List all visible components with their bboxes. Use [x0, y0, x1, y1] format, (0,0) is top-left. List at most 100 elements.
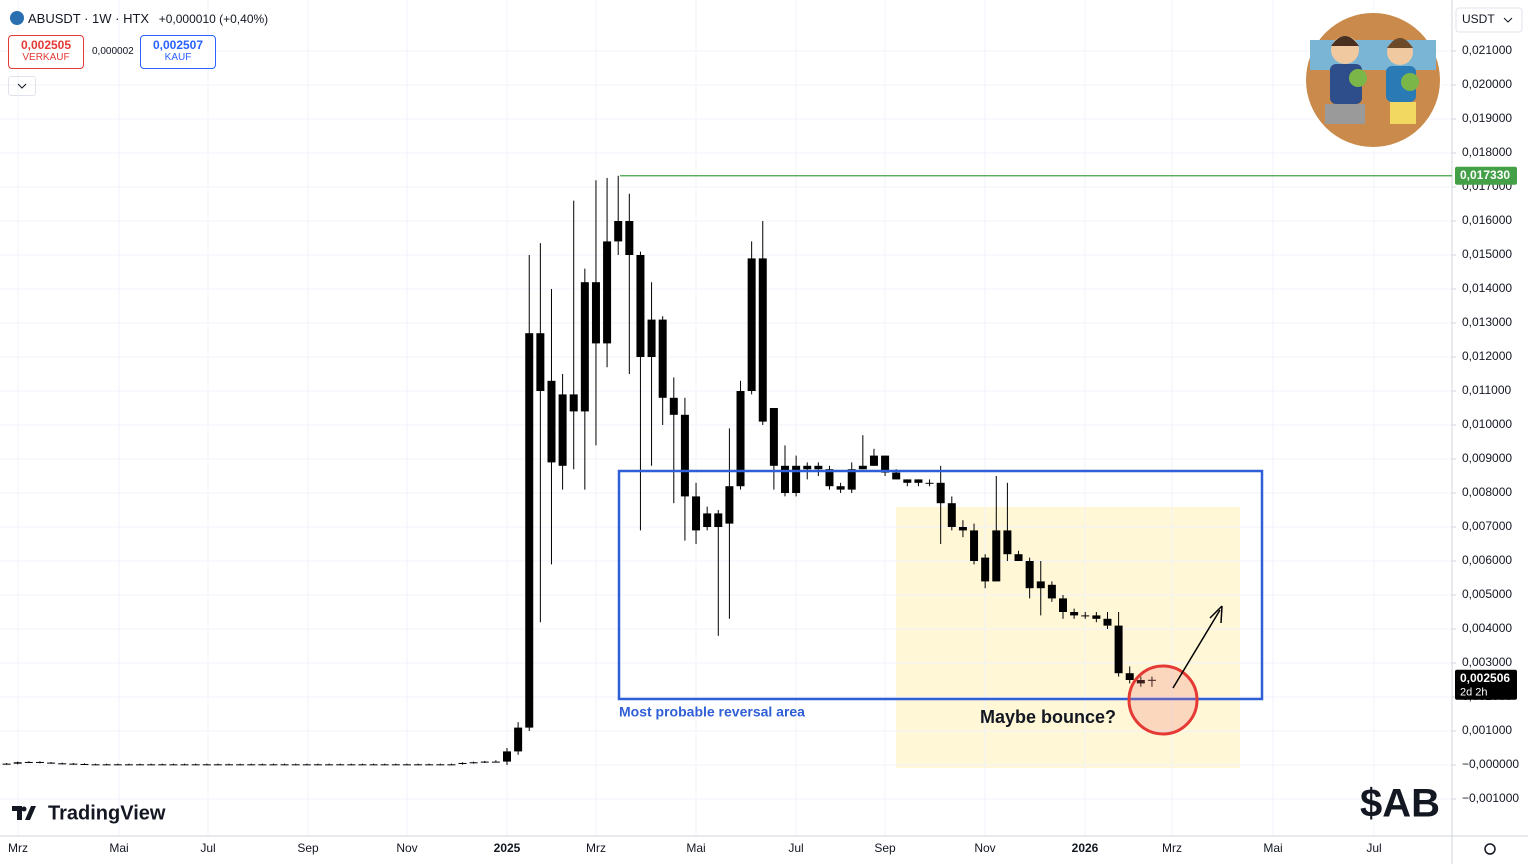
candle-body — [258, 764, 267, 766]
candle-body — [80, 763, 89, 765]
candle-body — [113, 764, 122, 766]
reversal-box — [617, 469, 1264, 701]
candle-body — [781, 465, 789, 494]
candle-body — [569, 394, 578, 412]
candle-body — [514, 727, 523, 752]
candle-body — [336, 764, 345, 766]
chevron — [17, 83, 27, 89]
candle-body — [858, 465, 867, 470]
candle-body — [35, 761, 44, 763]
candle-body — [124, 764, 133, 766]
x-tick-label: 2026 — [1072, 841, 1099, 855]
collapse-button[interactable] — [8, 76, 36, 96]
candle-body — [1136, 680, 1145, 684]
candle-body — [903, 479, 912, 483]
candle-body — [280, 764, 289, 766]
candle-body — [247, 764, 256, 766]
ticker: $AB — [1360, 782, 1440, 826]
candle-body — [169, 764, 178, 766]
candle-body — [1036, 581, 1045, 589]
candle-body — [369, 764, 378, 766]
candle-body — [792, 465, 801, 494]
candle-body — [491, 761, 500, 763]
dropdown-icon — [1503, 17, 1513, 23]
y-tick-label: 0,013000 — [1462, 315, 1512, 329]
candle-body — [881, 455, 890, 473]
y-tick-label: −0,000000 — [1462, 757, 1519, 771]
y-tick-label: 0,006000 — [1462, 553, 1512, 567]
candle-body — [480, 761, 489, 763]
y-tick-label: 0,018000 — [1462, 145, 1512, 159]
candle-body — [680, 414, 689, 497]
candle-body — [1081, 615, 1090, 617]
x-tick-label: Mai — [686, 841, 705, 855]
candle-body — [558, 394, 567, 466]
candle-body — [992, 530, 1001, 582]
logo — [12, 806, 36, 820]
candle-body — [814, 465, 823, 470]
currency: USDT — [1462, 12, 1495, 26]
candle-body — [358, 764, 367, 766]
candle-body — [692, 496, 701, 531]
x-tick-label: Mrz — [586, 841, 606, 855]
y-tick-label: 0,012000 — [1462, 349, 1512, 363]
sell-button[interactable]: 0,002505 VERKAUF — [8, 35, 84, 69]
x-tick-label: Mrz — [8, 841, 28, 855]
candle-body — [1003, 530, 1012, 555]
x-tick-label: Sep — [297, 841, 319, 855]
x-tick-label: Jul — [1366, 841, 1381, 855]
candle-body — [91, 764, 100, 766]
arrow — [1172, 609, 1221, 689]
y-tick-label: 0,010000 — [1462, 417, 1512, 431]
candle-body — [758, 258, 767, 422]
buy-price: 0,002507 — [152, 38, 204, 52]
y-tick-label: 0,019000 — [1462, 111, 1512, 125]
candle-body — [714, 513, 723, 528]
candle-body — [736, 391, 745, 487]
candle-body — [914, 479, 923, 483]
symbol-icon — [10, 11, 24, 25]
candle-body — [625, 221, 634, 256]
x-tick-label: 2025 — [494, 841, 521, 855]
sell-price: 0,002505 — [20, 38, 72, 52]
last-price-badge — [1455, 669, 1517, 700]
settings-icon[interactable] — [1484, 843, 1496, 855]
candles — [2, 175, 1156, 766]
box-label: Most probable reversal area — [619, 704, 805, 720]
candle-body — [847, 469, 856, 490]
spread: 0,000002 — [92, 46, 134, 57]
candle-body — [658, 319, 667, 398]
candle-body — [147, 764, 156, 766]
y-tick-label: 0,021000 — [1462, 43, 1512, 57]
x-tick-label: Sep — [874, 841, 896, 855]
candle-body — [391, 764, 400, 766]
candle-body — [58, 763, 67, 765]
candle-body — [469, 762, 478, 764]
y-tick-label: 0,016000 — [1462, 213, 1512, 227]
candle-body — [958, 527, 967, 531]
candle-body — [703, 513, 712, 528]
x-tick-label: Jul — [788, 841, 803, 855]
candle-body — [414, 764, 423, 766]
candle-body — [547, 380, 556, 463]
candle-body — [580, 282, 589, 412]
candle-body — [1025, 561, 1034, 589]
buy-button[interactable]: 0,002507 KAUF — [140, 35, 216, 69]
candle-body — [1059, 598, 1067, 613]
y-tick-label: 0,005000 — [1462, 587, 1512, 601]
y-tick-label: 0,007000 — [1462, 519, 1512, 533]
y-tick-label: 0,015000 — [1462, 247, 1512, 261]
candle-body — [591, 282, 600, 344]
brand: TradingView — [48, 802, 166, 824]
y-tick-label: 0,004000 — [1462, 621, 1512, 635]
bounce-label: Maybe bounce? — [980, 707, 1116, 727]
candle-body — [13, 762, 22, 764]
candle-body — [313, 764, 322, 766]
candle-body — [213, 764, 222, 766]
currency-select[interactable] — [1455, 7, 1523, 33]
candle-body — [24, 761, 33, 763]
candle-body — [936, 482, 945, 504]
candle-body — [947, 503, 956, 528]
